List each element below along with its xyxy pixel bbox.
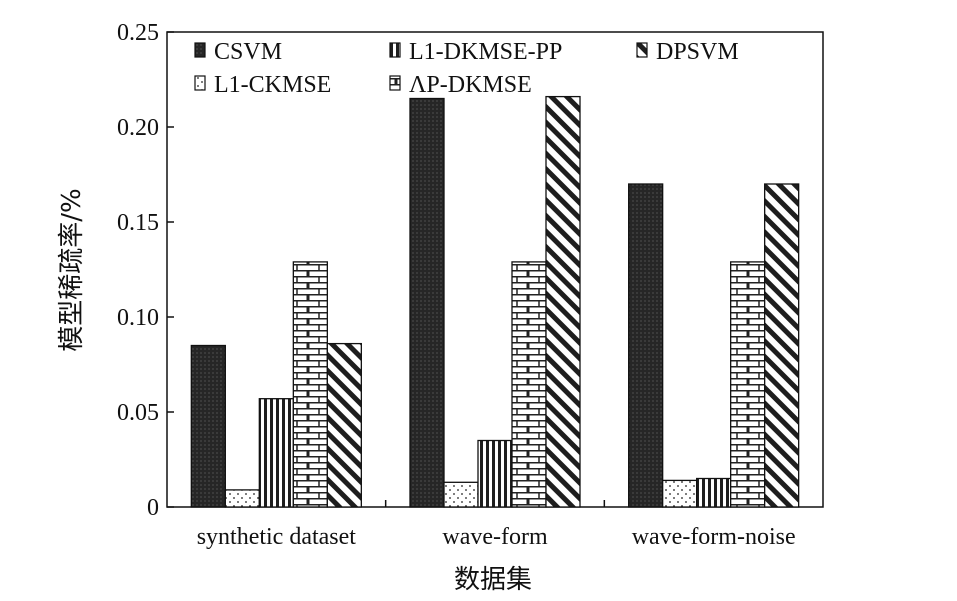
legend: CSVM L1-DKMSE-PP DPSVM L1-CKMSE ΛP-DKMSE: [194, 39, 739, 98]
legend-label: ΛP-DKMSE: [409, 72, 532, 98]
legend-swatch: [194, 42, 206, 58]
y-tick-label: 0.25: [117, 20, 159, 46]
legend-swatch: [389, 42, 401, 58]
y-axis-title: 模型稀疏率/%: [57, 188, 87, 351]
bar-l1-dkmse-pp-2: [696, 477, 732, 508]
bar-l1-ckmse-1: [443, 481, 479, 508]
legend-label: CSVM: [214, 39, 282, 65]
bars: [190, 95, 800, 508]
y-tick-label: 0.05: [117, 400, 159, 426]
legend-label: L1-DKMSE-PP: [409, 39, 562, 65]
bar-l1-ckmse-0: [224, 489, 260, 508]
bar-csvm-2: [628, 183, 664, 508]
x-axis-category-labels: synthetic dataset wave-form wave-form-nois…: [197, 524, 796, 550]
bar--p-dkmse-1: [511, 261, 547, 508]
bar-l1-dkmse-pp-1: [477, 439, 513, 508]
legend-label: L1-CKMSE: [214, 72, 331, 98]
bar--p-dkmse-0: [292, 261, 328, 508]
y-tick-label: 0.20: [117, 115, 159, 141]
legend-swatch: [194, 75, 206, 91]
bar-csvm-1: [409, 97, 445, 508]
legend-swatch: [636, 42, 648, 58]
legend-label: DPSVM: [656, 39, 739, 65]
bar-dpsvm-1: [545, 95, 581, 508]
x-category-label: wave-form: [442, 524, 548, 550]
x-category-label: wave-form-noise: [632, 524, 796, 550]
bar-dpsvm-2: [764, 183, 800, 508]
y-tick-label: 0.15: [117, 210, 159, 236]
bar-dpsvm-0: [326, 342, 362, 508]
bar--p-dkmse-2: [730, 261, 766, 508]
y-tick-label: 0.10: [117, 305, 159, 331]
y-axis-ticks: 0 0.05 0.10 0.15 0.20 0.25: [117, 20, 606, 521]
x-axis-title: 数据集: [454, 565, 532, 595]
x-category-label: synthetic dataset: [197, 524, 357, 550]
bar-csvm-0: [190, 344, 226, 508]
y-tick-label: 0: [147, 495, 159, 521]
bar-l1-dkmse-pp-0: [258, 398, 294, 508]
legend-swatch: [389, 75, 401, 91]
bar-l1-ckmse-2: [662, 479, 698, 508]
